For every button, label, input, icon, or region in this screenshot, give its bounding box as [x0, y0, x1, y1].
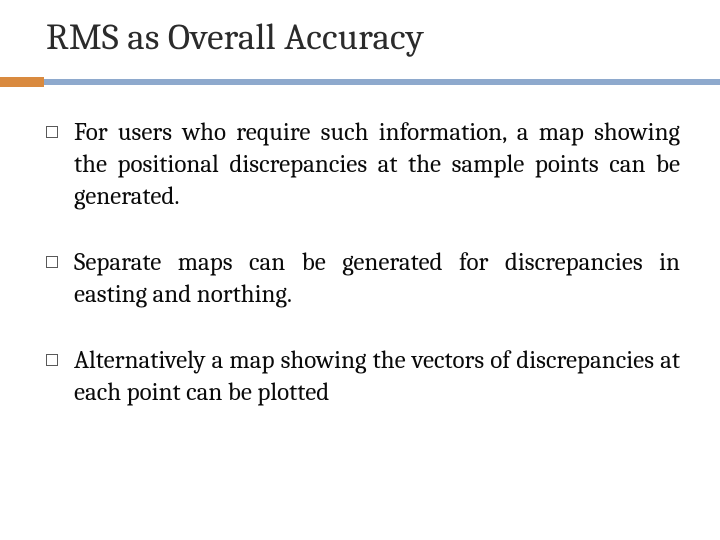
rule-accent-orange	[0, 77, 44, 87]
square-bullet-icon	[46, 256, 58, 268]
list-item-text: Alternatively a map showing the vectors …	[74, 345, 680, 409]
list-item: Alternatively a map showing the vectors …	[46, 345, 680, 409]
square-bullet-icon	[46, 354, 58, 366]
square-bullet-icon	[46, 126, 58, 138]
rule-accent-blue	[44, 79, 720, 85]
title-rule	[0, 77, 720, 87]
content-area: For users who require such information, …	[0, 117, 720, 409]
slide-title: RMS as Overall Accuracy	[0, 18, 720, 59]
list-item-text: Separate maps can be generated for discr…	[74, 247, 680, 311]
slide: RMS as Overall Accuracy For users who re…	[0, 0, 720, 540]
list-item: Separate maps can be generated for discr…	[46, 247, 680, 311]
list-item-text: For users who require such information, …	[74, 117, 680, 213]
list-item: For users who require such information, …	[46, 117, 680, 213]
